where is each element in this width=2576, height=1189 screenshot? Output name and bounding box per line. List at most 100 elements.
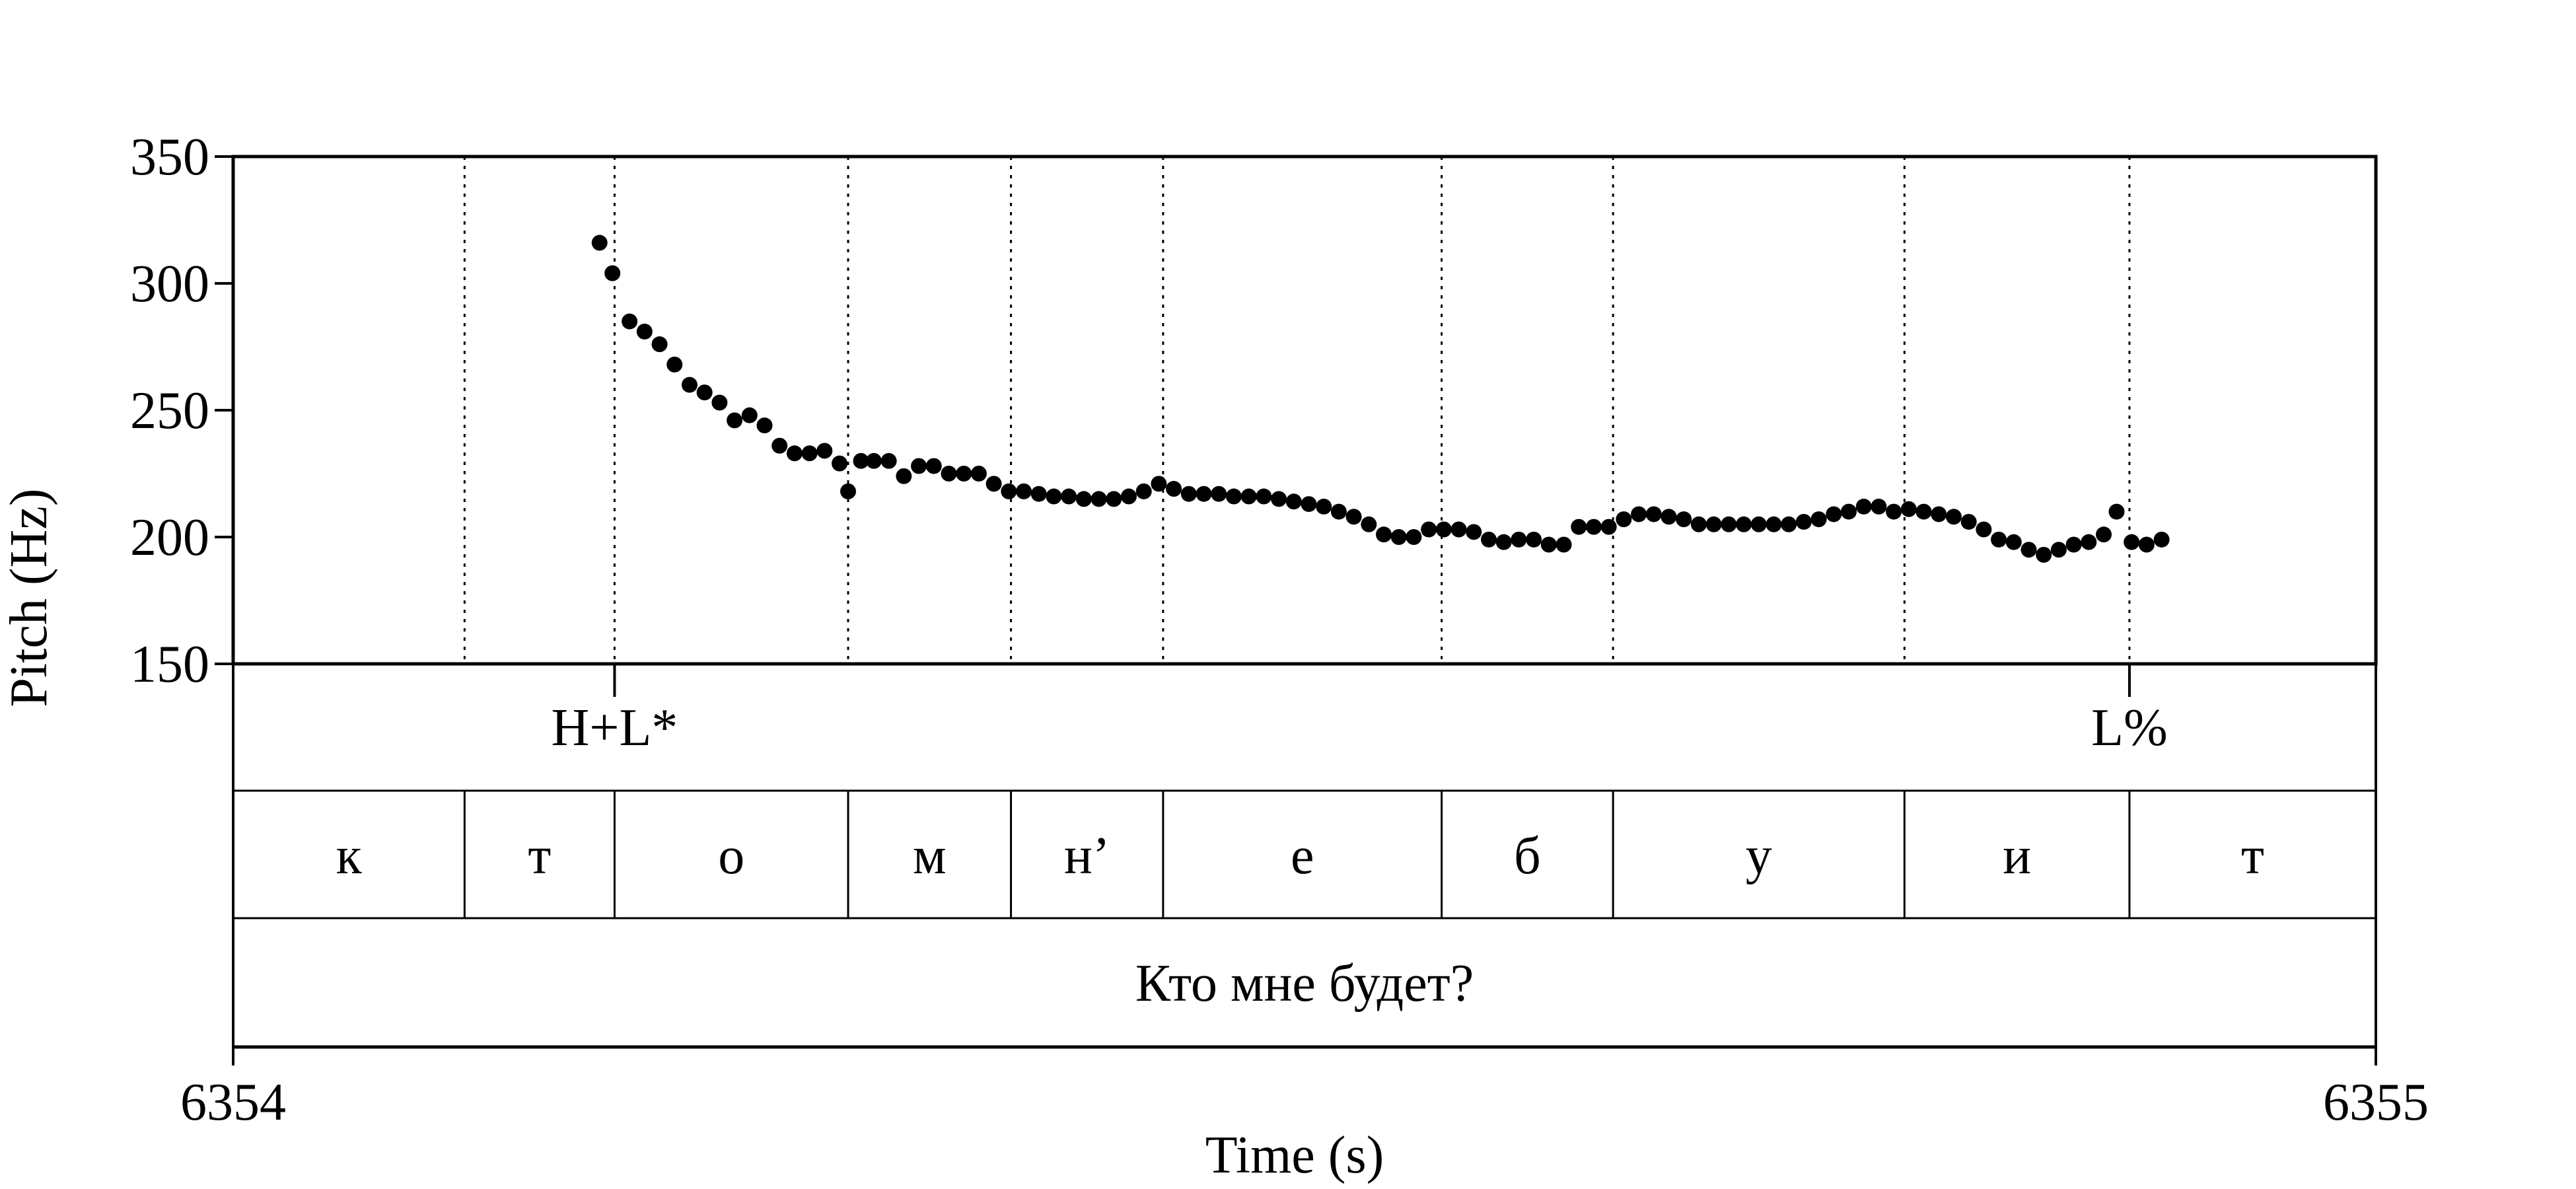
pitch-point [1135,483,1152,499]
pitch-point [1960,513,1977,530]
pitch-point [696,384,713,401]
pitch-point [1736,516,1752,532]
pitch-point [941,466,957,482]
segment-label: е [1291,827,1314,885]
pitch-point [771,437,788,454]
pitch-point [2050,542,2067,558]
pitch-point [786,445,803,462]
pitch-point [2081,534,2097,550]
pitch-point [1945,509,1962,525]
y-tick-label: 300 [130,255,209,313]
pitch-point [1316,498,1332,515]
y-axis: 150 200 250 300 350 [130,128,233,694]
pitch-point [2153,531,2170,548]
segment-label: н’ [1064,827,1110,885]
pitch-point [1616,511,1632,528]
pitch-point [1526,531,1542,548]
pitch-point [1406,529,1422,545]
segment-label: и [2003,827,2031,885]
pitch-point [1480,531,1497,548]
pitch-point [1991,531,2007,548]
pitch-point [1781,516,1797,532]
segment-label: у [1746,827,1772,885]
pitch-point [741,407,758,423]
pitch-point [1810,511,1827,528]
pitch-point [840,483,857,499]
pitch-point [1001,483,1017,499]
boundary-lines [463,157,2131,918]
pitch-point [1661,509,1677,525]
pitch-point [2005,534,2022,550]
pitch-point [1795,513,1812,530]
pitch-point [1915,503,1932,520]
pitch-point [956,466,972,482]
segment-label: м [913,827,947,885]
pitch-point [1151,476,1167,492]
pitch-point [853,452,869,469]
pitch-point [1690,516,1707,532]
pitch-point [1855,498,1872,515]
pitch-point [1285,493,1302,510]
pitch-point [1120,488,1137,505]
pitch-point [1540,536,1557,553]
pitch-point [2036,546,2052,563]
pitch-point [816,443,833,459]
pitch-point [1271,491,1287,507]
pitch-point [2021,542,2037,558]
pitch-point [1511,531,1527,548]
pitch-point [1840,503,1857,520]
x-axis-label: Time (s) [1205,1126,1384,1184]
pitch-panel-border [231,155,2378,666]
pitch-point [2108,503,2125,520]
y-tick-label: 200 [130,509,209,567]
pitch-point [1345,509,1362,525]
tone-label: H+L* [552,699,678,757]
pitch-points [591,234,2170,563]
pitch-point [2124,534,2140,550]
pitch-point [1931,506,1947,522]
pitch-point [1016,483,1032,499]
pitch-point [591,234,608,251]
pitch-point [1556,536,1572,553]
x-tick-label: 6355 [2323,1073,2429,1132]
y-tick-label: 150 [130,635,209,694]
tone-label: L% [2091,699,2168,757]
pitch-point [970,466,987,482]
pitch-point [1705,516,1722,532]
pitch-point [2138,536,2155,553]
pitch-point [2096,526,2112,543]
pitch-point [1631,506,1647,522]
pitch-point [865,452,882,469]
annotation-tiers: H+L* L% к т о м н’ е б у и т Кто мне будет? [336,699,2264,1013]
segment-label: б [1514,827,1541,885]
pitch-point [880,452,897,469]
y-axis-label: Pitch (Hz) [0,488,58,707]
pitch-plot-frame [231,155,2378,1049]
pitch-point [1450,521,1467,538]
pitch-point [801,445,818,462]
pitch-point [1196,486,1212,502]
pitch-point [711,394,728,411]
pitch-point [1421,521,1437,538]
y-tick-label: 250 [130,382,209,440]
pitch-point [925,458,942,474]
pitch-point [1166,481,1182,497]
pitch-point [1435,521,1452,538]
pitch-point [1766,516,1782,532]
pitch-point [1600,519,1617,535]
pitch-point [1585,519,1602,535]
pitch-point [1390,529,1407,545]
pitch-point [911,458,927,474]
pitch-point [604,265,621,281]
pitch-point [1361,516,1377,532]
pitch-point [832,455,848,472]
segment-label: о [718,827,744,885]
pitch-point [1466,524,1482,540]
pitch-point [1750,516,1767,532]
segment-label: к [336,827,362,885]
pitch-point [2065,536,2082,553]
sentence-label: Кто мне будет? [1135,955,1474,1013]
pitch-point [1240,488,1257,505]
pitch-point [1211,486,1227,502]
